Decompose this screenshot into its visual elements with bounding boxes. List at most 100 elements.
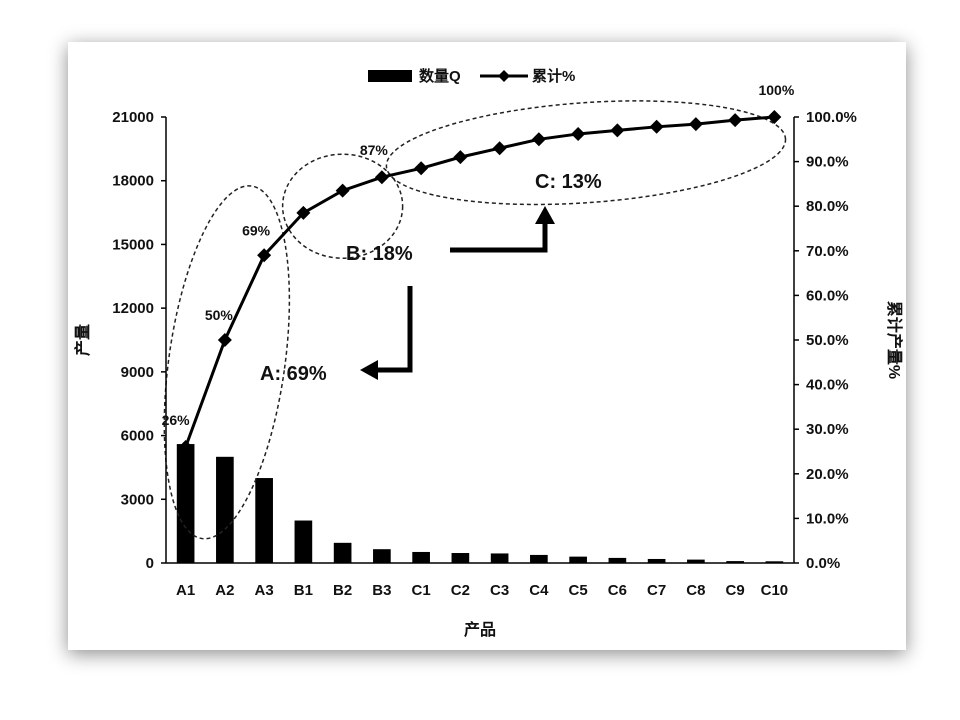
x-tick-label: B3 xyxy=(372,582,391,599)
right-tick-label: 80.0% xyxy=(806,198,849,215)
marker-A1 xyxy=(178,440,193,455)
left-tick-label: 0 xyxy=(146,555,154,572)
legend-line-marker xyxy=(498,70,510,82)
marker-A3 xyxy=(257,248,272,263)
x-tick-label: C8 xyxy=(686,582,705,599)
left-tick-label: 18000 xyxy=(112,173,154,190)
bar-C4 xyxy=(530,554,548,563)
left-tick-label: 15000 xyxy=(112,236,154,253)
left-axis-title: 产量 xyxy=(73,324,92,356)
right-tick-label: 70.0% xyxy=(806,243,849,260)
bar-C9 xyxy=(726,561,744,563)
left-tick-label: 12000 xyxy=(112,300,154,317)
marker-C6 xyxy=(610,123,625,138)
bar-B1 xyxy=(294,520,313,563)
annotations: A: 69% B: 18% C: 13% xyxy=(260,171,602,385)
annotation-c: C: 13% xyxy=(535,171,602,193)
legend: 数量Q 累计% xyxy=(368,67,575,85)
x-tick-label: C9 xyxy=(726,582,745,599)
right-tick-label: 60.0% xyxy=(806,287,849,304)
right-tick-label: 0.0% xyxy=(806,555,840,572)
marker-B2 xyxy=(335,183,350,198)
left-tick-label: 6000 xyxy=(121,428,154,445)
x-tick-label: C10 xyxy=(761,582,789,599)
right-tick-label: 100.0% xyxy=(806,109,857,126)
right-tick-label: 40.0% xyxy=(806,377,849,394)
marker-B3 xyxy=(374,170,389,185)
right-tick-label: 90.0% xyxy=(806,154,849,171)
left-tick-label: 21000 xyxy=(112,109,154,126)
chart-frame: 0 3000 6000 9000 12000 15000 18000 21000 0.0% 10.… xyxy=(68,42,906,650)
pareto-chart: 0 3000 6000 9000 12000 15000 18000 21000 0.0% 10.… xyxy=(73,67,904,639)
marker-C9 xyxy=(728,113,743,128)
x-tick-label: A2 xyxy=(215,582,234,599)
marker-C8 xyxy=(688,117,703,132)
ellipse-a xyxy=(163,185,291,540)
x-tick-label: C2 xyxy=(451,582,470,599)
bar-C7 xyxy=(647,558,666,563)
annotation-b: B: 18% xyxy=(346,243,413,265)
legend-bar-swatch xyxy=(368,70,412,82)
right-tick-label: 10.0% xyxy=(806,510,849,527)
bar-A1 xyxy=(176,444,195,563)
left-tick-label: 9000 xyxy=(121,364,154,381)
tick-labels: 0 3000 6000 9000 12000 15000 18000 21000 0.0% 10.… xyxy=(73,109,904,639)
bar-A3 xyxy=(255,478,273,563)
legend-line-label: 累计% xyxy=(532,67,575,85)
x-tick-label: C3 xyxy=(490,582,509,599)
x-tick-label: A1 xyxy=(176,582,195,599)
bar-C3 xyxy=(490,553,509,563)
marker-C2 xyxy=(453,150,468,165)
ellipse-c xyxy=(385,100,787,206)
bar-C8 xyxy=(687,559,705,563)
bar-C5 xyxy=(569,556,587,563)
arrow-b-to-a-head xyxy=(360,360,378,380)
right-tick-label: 20.0% xyxy=(806,466,849,483)
x-axis-title: 产品 xyxy=(464,620,496,639)
marker-B1 xyxy=(296,205,311,220)
ellipse-b xyxy=(281,153,404,259)
left-tick-label: 3000 xyxy=(121,491,154,508)
x-tick-label: C5 xyxy=(569,582,588,599)
x-tick-label: C6 xyxy=(608,582,627,599)
point-labels: 26% 50% 69% 87% 100% xyxy=(162,82,795,428)
marker-C3 xyxy=(492,141,507,156)
axes xyxy=(161,116,799,564)
bar-C10 xyxy=(765,561,784,563)
bar-series xyxy=(176,444,784,563)
arrow-b-to-a xyxy=(374,286,413,373)
bar-C6 xyxy=(608,557,627,563)
bar-B3 xyxy=(373,549,391,563)
marker-C1 xyxy=(414,161,429,176)
bar-A2 xyxy=(216,456,234,563)
annotation-ellipses xyxy=(163,100,787,540)
marker-C5 xyxy=(571,126,586,141)
bar-C2 xyxy=(451,553,470,563)
right-tick-label: 30.0% xyxy=(806,421,849,438)
point-label: 50% xyxy=(205,307,234,323)
bar-B2 xyxy=(333,542,352,563)
cumulative-line-series xyxy=(178,110,782,455)
x-tick-label: B2 xyxy=(333,582,352,599)
cumulative-line xyxy=(184,115,775,448)
x-tick-label: C7 xyxy=(647,582,666,599)
annotation-a: A: 69% xyxy=(260,363,327,385)
right-tick-label: 50.0% xyxy=(806,332,849,349)
point-label: 100% xyxy=(758,82,794,98)
legend-bar-label: 数量Q xyxy=(419,67,461,85)
marker-C7 xyxy=(649,119,664,134)
x-tick-label: A3 xyxy=(255,582,274,599)
arrow-b-to-c-head xyxy=(535,206,555,224)
x-tick-label: C1 xyxy=(412,582,431,599)
bar-C1 xyxy=(412,551,430,563)
marker-C10 xyxy=(767,110,782,124)
x-tick-label: C4 xyxy=(529,582,549,599)
x-tick-label: B1 xyxy=(294,582,313,599)
arrow-b-to-c xyxy=(450,222,548,253)
point-label: 26% xyxy=(162,412,191,428)
point-label: 69% xyxy=(242,222,271,238)
right-axis-title: 累计产量% xyxy=(885,301,904,379)
marker-C4 xyxy=(531,132,546,147)
point-label: 87% xyxy=(360,142,389,158)
marker-A2 xyxy=(217,333,232,347)
